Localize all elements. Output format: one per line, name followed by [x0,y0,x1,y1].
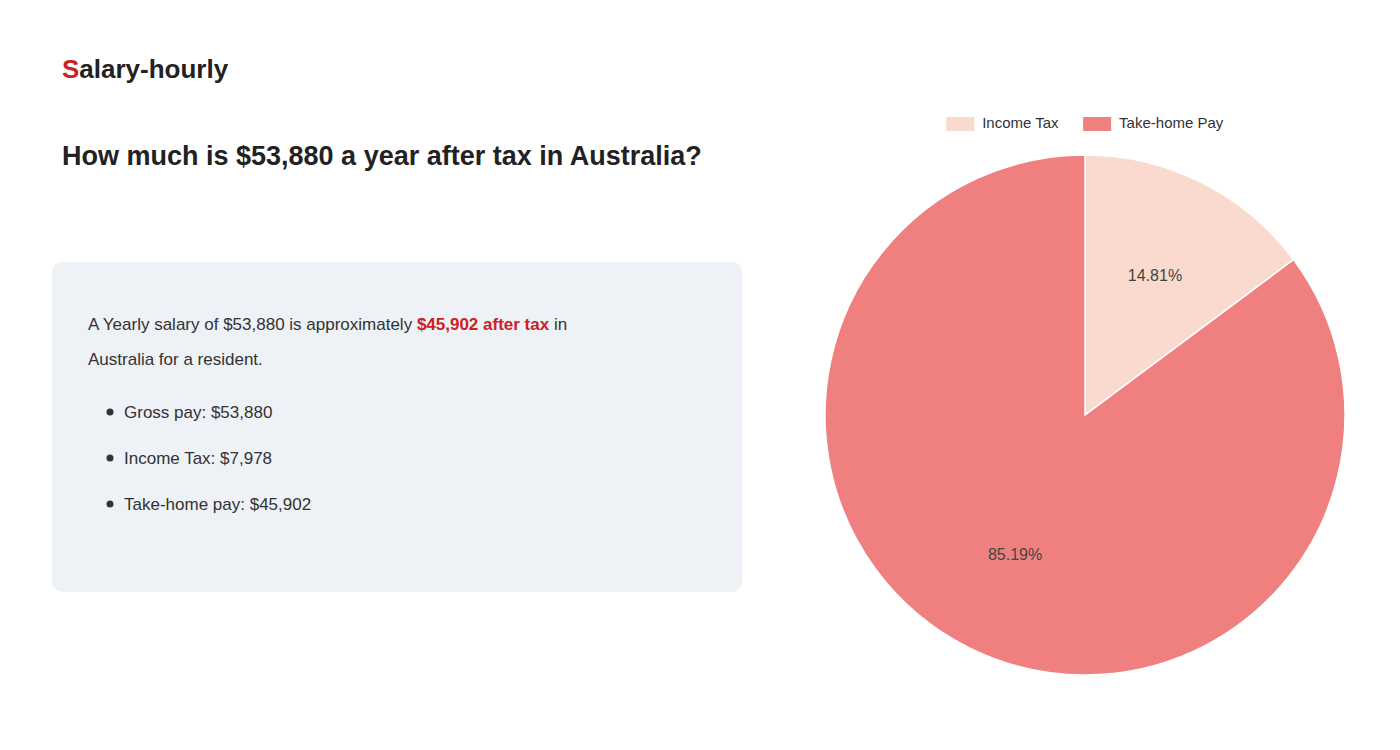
title-line: How much is $53,880 a year after tax in … [62,141,702,171]
bullet-text: Income Tax: $7,978 [124,449,272,468]
logo: Salary-hourly [62,54,229,84]
info-box [52,262,742,592]
bullet [107,455,114,462]
legend: Income Tax Take-home Pay [946,114,1224,131]
summary-part: in [549,315,567,334]
legend-swatch [946,117,974,131]
pie-slice [825,155,1345,675]
chart: Salary-hourly How much is $53,880 a year … [0,0,1400,750]
summary-part: A Yearly salary of $53,880 is approximat… [88,315,417,334]
bullet-text: Gross pay: $53,880 [124,403,272,422]
legend-swatch [1083,117,1111,131]
legend-label: Income Tax [982,114,1059,131]
logo-part: S [62,54,79,84]
title: How much is $53,880 a year after tax in … [62,141,702,171]
legend-label: Take-home Pay [1119,114,1224,131]
summary-part: $45,902 after tax [417,315,550,334]
data-label: 85.19% [988,546,1042,563]
bullet [107,409,114,416]
text-panel: Salary-hourly How much is $53,880 a year … [52,54,742,592]
data-label: 14.81% [1128,267,1182,284]
logo-part: alary-hourly [79,54,228,84]
bullet [107,501,114,508]
legend-item: Take-home Pay [1083,114,1224,131]
pie: 14.81% 85.19% [825,155,1345,675]
bullet-text: Take-home pay: $45,902 [124,495,311,514]
legend-item: Income Tax [946,114,1059,131]
summary: A Yearly salary of $53,880 is approximat… [88,315,567,334]
summary: Australia for a resident. [88,350,263,369]
